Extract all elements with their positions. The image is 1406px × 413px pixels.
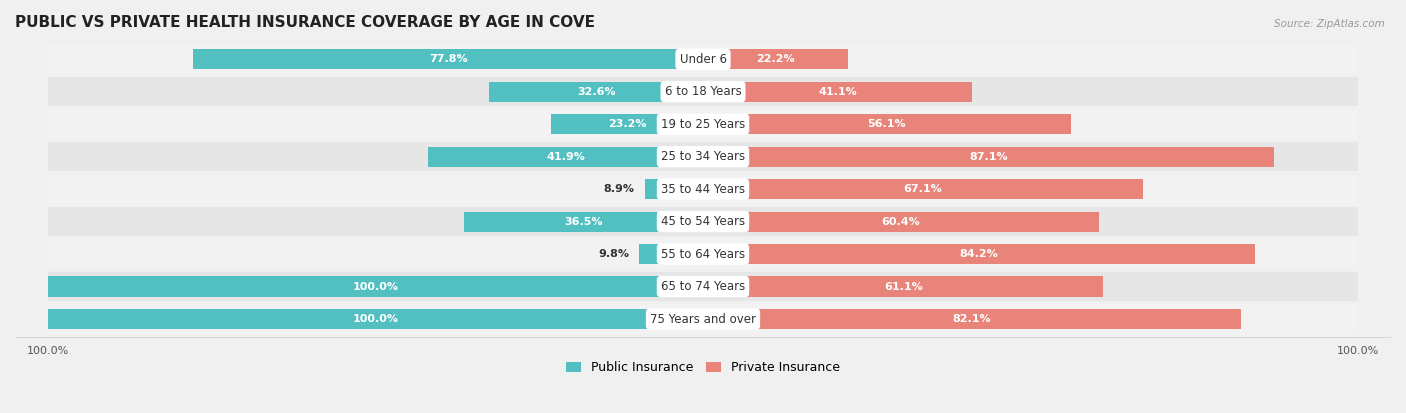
Bar — [703, 147, 1274, 167]
Bar — [48, 45, 1358, 74]
Bar — [638, 244, 703, 264]
Bar — [703, 114, 1070, 134]
Text: Under 6: Under 6 — [679, 53, 727, 66]
Text: 100.0%: 100.0% — [353, 282, 398, 292]
Text: 41.9%: 41.9% — [547, 152, 585, 161]
Text: 19 to 25 Years: 19 to 25 Years — [661, 118, 745, 131]
Text: 60.4%: 60.4% — [882, 216, 921, 227]
Text: 82.1%: 82.1% — [953, 314, 991, 324]
Bar — [703, 179, 1143, 199]
Text: 22.2%: 22.2% — [756, 54, 794, 64]
Text: 8.9%: 8.9% — [603, 184, 636, 194]
Text: 41.1%: 41.1% — [818, 87, 858, 97]
Bar — [48, 276, 703, 297]
Bar — [703, 244, 1254, 264]
Text: 36.5%: 36.5% — [564, 216, 603, 227]
Text: 65 to 74 Years: 65 to 74 Years — [661, 280, 745, 293]
Bar — [48, 175, 1358, 204]
Bar — [48, 109, 1358, 139]
Text: Source: ZipAtlas.com: Source: ZipAtlas.com — [1274, 19, 1385, 28]
Bar — [48, 272, 1358, 301]
Text: 61.1%: 61.1% — [884, 282, 922, 292]
Legend: Public Insurance, Private Insurance: Public Insurance, Private Insurance — [561, 356, 845, 380]
Text: 6 to 18 Years: 6 to 18 Years — [665, 85, 741, 98]
Bar — [48, 240, 1358, 269]
Text: 23.2%: 23.2% — [607, 119, 647, 129]
Bar — [48, 77, 1358, 106]
Bar — [193, 49, 703, 69]
Bar — [429, 147, 703, 167]
Bar — [703, 309, 1241, 329]
Bar — [703, 49, 848, 69]
Bar — [551, 114, 703, 134]
Text: 75 Years and over: 75 Years and over — [650, 313, 756, 325]
Text: 32.6%: 32.6% — [576, 87, 616, 97]
Text: PUBLIC VS PRIVATE HEALTH INSURANCE COVERAGE BY AGE IN COVE: PUBLIC VS PRIVATE HEALTH INSURANCE COVER… — [15, 15, 595, 30]
Text: 9.8%: 9.8% — [598, 249, 628, 259]
Bar — [703, 211, 1098, 232]
Bar — [48, 207, 1358, 236]
Bar — [645, 179, 703, 199]
Text: 35 to 44 Years: 35 to 44 Years — [661, 183, 745, 196]
Text: 84.2%: 84.2% — [959, 249, 998, 259]
Text: 25 to 34 Years: 25 to 34 Years — [661, 150, 745, 163]
Bar — [703, 82, 973, 102]
Text: 55 to 64 Years: 55 to 64 Years — [661, 247, 745, 261]
Bar — [703, 276, 1104, 297]
Text: 56.1%: 56.1% — [868, 119, 905, 129]
Text: 87.1%: 87.1% — [969, 152, 1008, 161]
Text: 45 to 54 Years: 45 to 54 Years — [661, 215, 745, 228]
Bar — [464, 211, 703, 232]
Bar — [48, 304, 1358, 334]
Bar — [489, 82, 703, 102]
Bar — [48, 142, 1358, 171]
Text: 100.0%: 100.0% — [353, 314, 398, 324]
Bar — [48, 309, 703, 329]
Text: 77.8%: 77.8% — [429, 54, 467, 64]
Text: 67.1%: 67.1% — [904, 184, 942, 194]
